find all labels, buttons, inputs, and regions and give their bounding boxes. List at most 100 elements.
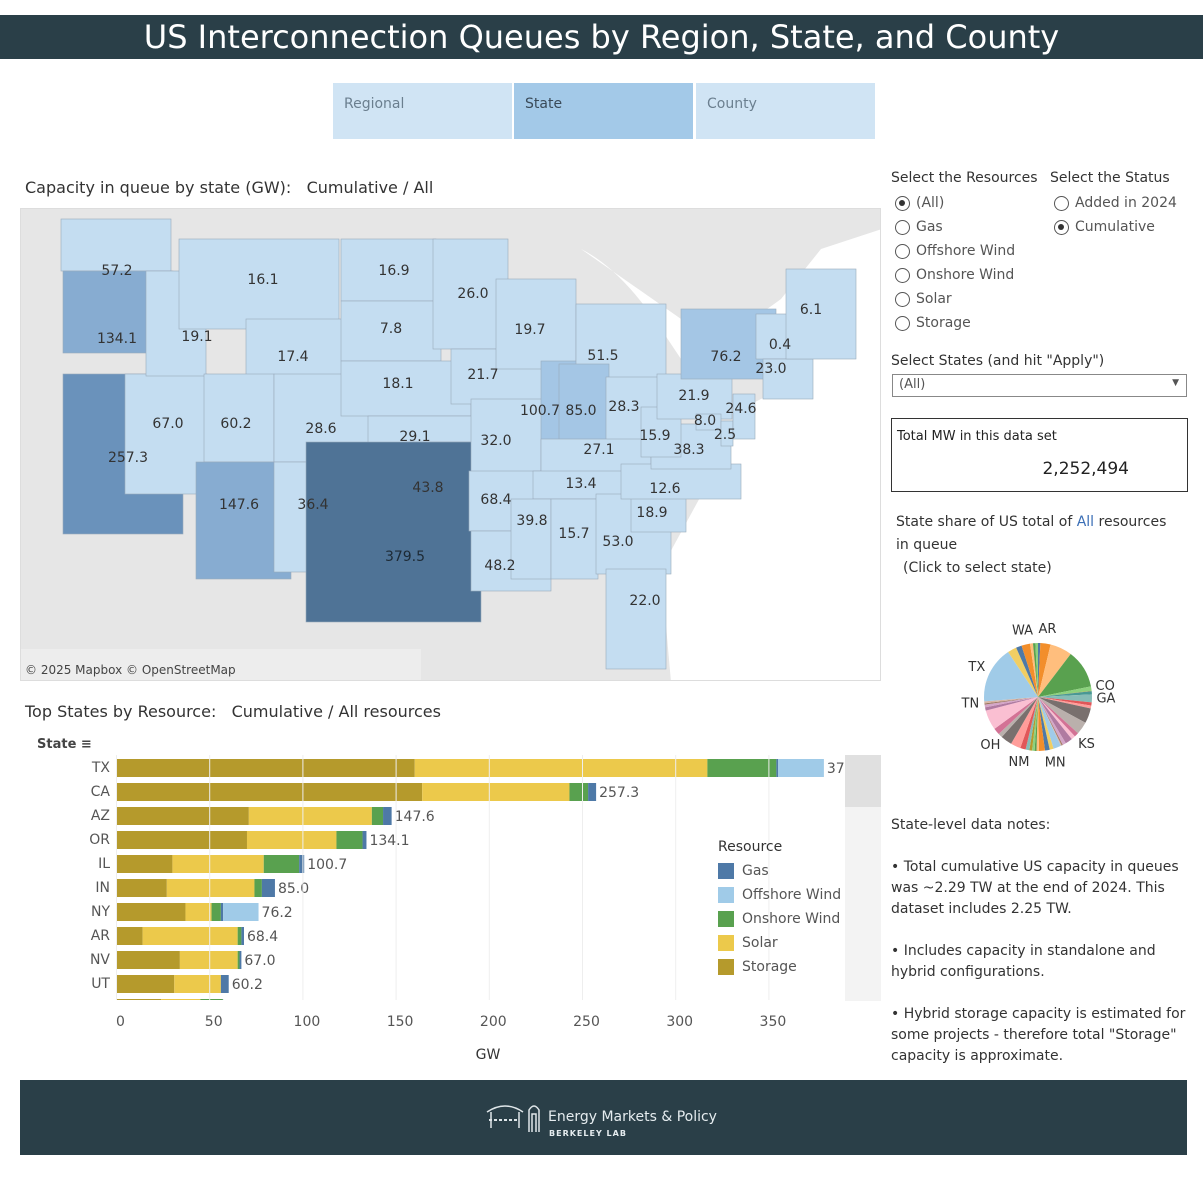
pie-slice-OH[interactable]: [998, 697, 1038, 738]
bar-TX-offshore-wind[interactable]: [778, 759, 824, 777]
state-shape-MS[interactable]: [510, 498, 552, 580]
bar-IN-onshore-wind[interactable]: [254, 879, 262, 897]
sort-icon[interactable]: ≡: [80, 737, 92, 752]
pie-slice-AR[interactable]: [1038, 643, 1051, 697]
state-shape-FL[interactable]: [605, 568, 667, 670]
radio--all-[interactable]: (All): [895, 191, 1015, 215]
pie-slice-MA[interactable]: [1038, 697, 1066, 745]
state-map[interactable]: 57.2 134.1 257.3 67.0 19.1 16.1 17.4 60.2 147.6 2…: [20, 208, 881, 681]
radio-cumulative[interactable]: Cumulative: [1054, 215, 1177, 239]
bar-NY-gas[interactable]: [220, 903, 224, 921]
radio-button-icon[interactable]: [895, 195, 910, 211]
pie-slice-NH[interactable]: [1029, 697, 1038, 751]
state-shape-UT[interactable]: [203, 373, 275, 463]
pie-slice-TN[interactable]: [984, 697, 1038, 704]
bar-NY-storage[interactable]: [116, 903, 186, 921]
bar-AR-storage[interactable]: [116, 927, 143, 945]
radio-button-icon[interactable]: [895, 219, 910, 235]
bar-IL-onshore-wind[interactable]: [263, 855, 300, 873]
bar-AZ-storage[interactable]: [116, 807, 249, 825]
bar-NV-solar[interactable]: [179, 951, 238, 969]
bar-AZ-onshore-wind[interactable]: [371, 807, 384, 825]
bar-WA-storage[interactable]: [116, 999, 162, 1017]
map-canvas[interactable]: 57.2 134.1 257.3 67.0 19.1 16.1 17.4 60.2 147.6 2…: [21, 209, 881, 681]
state-shape-MA[interactable]: [762, 358, 814, 400]
bar-AR-solar[interactable]: [142, 927, 238, 945]
pie-slice-MD[interactable]: [1038, 697, 1063, 746]
pie-slice-MO[interactable]: [1038, 697, 1050, 751]
radio-button-icon[interactable]: [895, 243, 910, 259]
bar-NY-offshore-wind[interactable]: [223, 903, 259, 921]
state-shape-NC[interactable]: [620, 463, 742, 500]
tab-regional[interactable]: Regional: [333, 83, 512, 139]
legend-item[interactable]: Offshore Wind: [718, 883, 841, 907]
bar-OR-storage[interactable]: [116, 831, 247, 849]
pie-slice-CA[interactable]: [1038, 654, 1091, 697]
bar-AZ-gas[interactable]: [383, 807, 392, 825]
bar-TX-gas[interactable]: [776, 759, 779, 777]
radio-added-in-2024[interactable]: Added in 2024: [1054, 191, 1177, 215]
radio-button-icon[interactable]: [895, 315, 910, 331]
pie-slice-CO[interactable]: [1038, 686, 1092, 697]
pie-slice-PA[interactable]: [985, 697, 1038, 711]
pie-slice-SC[interactable]: [984, 697, 1038, 708]
pie-slice-ID[interactable]: [1038, 697, 1092, 709]
bar-CA-solar[interactable]: [422, 783, 570, 801]
tab-state[interactable]: State: [514, 83, 693, 139]
pie-slice-AL[interactable]: [1038, 643, 1041, 697]
bar-AR-gas[interactable]: [241, 927, 244, 945]
bar-OR-solar[interactable]: [246, 831, 337, 849]
pie-slice-WA[interactable]: [1021, 643, 1038, 697]
state-shape-MT[interactable]: [178, 238, 340, 330]
state-shape-TX[interactable]: [305, 441, 482, 623]
legend-item[interactable]: Onshore Wind: [718, 907, 841, 931]
bar-IN-solar[interactable]: [166, 879, 255, 897]
bar-IL-gas[interactable]: [299, 855, 305, 873]
pie-slice-NY[interactable]: [1001, 697, 1038, 744]
radio-gas[interactable]: Gas: [895, 215, 1015, 239]
scrollbar-thumb[interactable]: [845, 755, 881, 807]
radio-button-icon[interactable]: [895, 267, 910, 283]
bar-NV-gas[interactable]: [239, 951, 242, 969]
state-shape-NJ[interactable]: [732, 393, 756, 440]
bar-TX-solar[interactable]: [414, 759, 708, 777]
bar-OR-gas[interactable]: [362, 831, 367, 849]
radio-storage[interactable]: Storage: [895, 311, 1015, 335]
scrollbar-track[interactable]: [845, 755, 881, 1001]
pie-slice-VA[interactable]: [1016, 645, 1038, 697]
pie-slice-LA[interactable]: [1038, 697, 1072, 744]
pie-slice-SD[interactable]: [984, 697, 1038, 705]
bar-NY-onshore-wind[interactable]: [211, 903, 221, 921]
pie-slice-NC[interactable]: [1034, 697, 1038, 751]
bar-WA-solar[interactable]: [161, 999, 201, 1017]
pie-slice-DE[interactable]: [1038, 690, 1092, 697]
pie-slice-KY[interactable]: [1038, 697, 1075, 740]
state-shape-AL[interactable]: [550, 498, 599, 580]
pie-slice-MT[interactable]: [1036, 697, 1039, 751]
bar-CA-onshore-wind[interactable]: [569, 783, 589, 801]
radio-offshore-wind[interactable]: Offshore Wind: [895, 239, 1015, 263]
state-shape-NV[interactable]: [124, 373, 208, 495]
tab-county[interactable]: County: [696, 83, 875, 139]
bar-IL-solar[interactable]: [172, 855, 264, 873]
radio-onshore-wind[interactable]: Onshore Wind: [895, 263, 1015, 287]
legend-item[interactable]: Solar: [718, 931, 841, 955]
bar-CA-gas[interactable]: [588, 783, 597, 801]
bar-OR-onshore-wind[interactable]: [336, 831, 363, 849]
bar-NY-solar[interactable]: [185, 903, 212, 921]
bar-AZ-solar[interactable]: [248, 807, 372, 825]
pie-slice-TX[interactable]: [984, 652, 1038, 702]
pie-slice-NJ[interactable]: [1025, 697, 1038, 751]
state-shape-NE[interactable]: [340, 360, 472, 417]
pie-slice-KS[interactable]: [1038, 697, 1078, 737]
bar-UT-storage[interactable]: [116, 975, 175, 993]
pie-slice-WI[interactable]: [1029, 643, 1038, 697]
bar-AR-onshore-wind[interactable]: [237, 927, 242, 945]
state-shape-WI[interactable]: [495, 278, 577, 370]
pie-slice-IL[interactable]: [1038, 697, 1091, 723]
radio-button-icon[interactable]: [1054, 219, 1069, 235]
bar-NV-storage[interactable]: [116, 951, 180, 969]
bar-UT-gas[interactable]: [220, 975, 229, 993]
radio-button-icon[interactable]: [1054, 195, 1069, 211]
